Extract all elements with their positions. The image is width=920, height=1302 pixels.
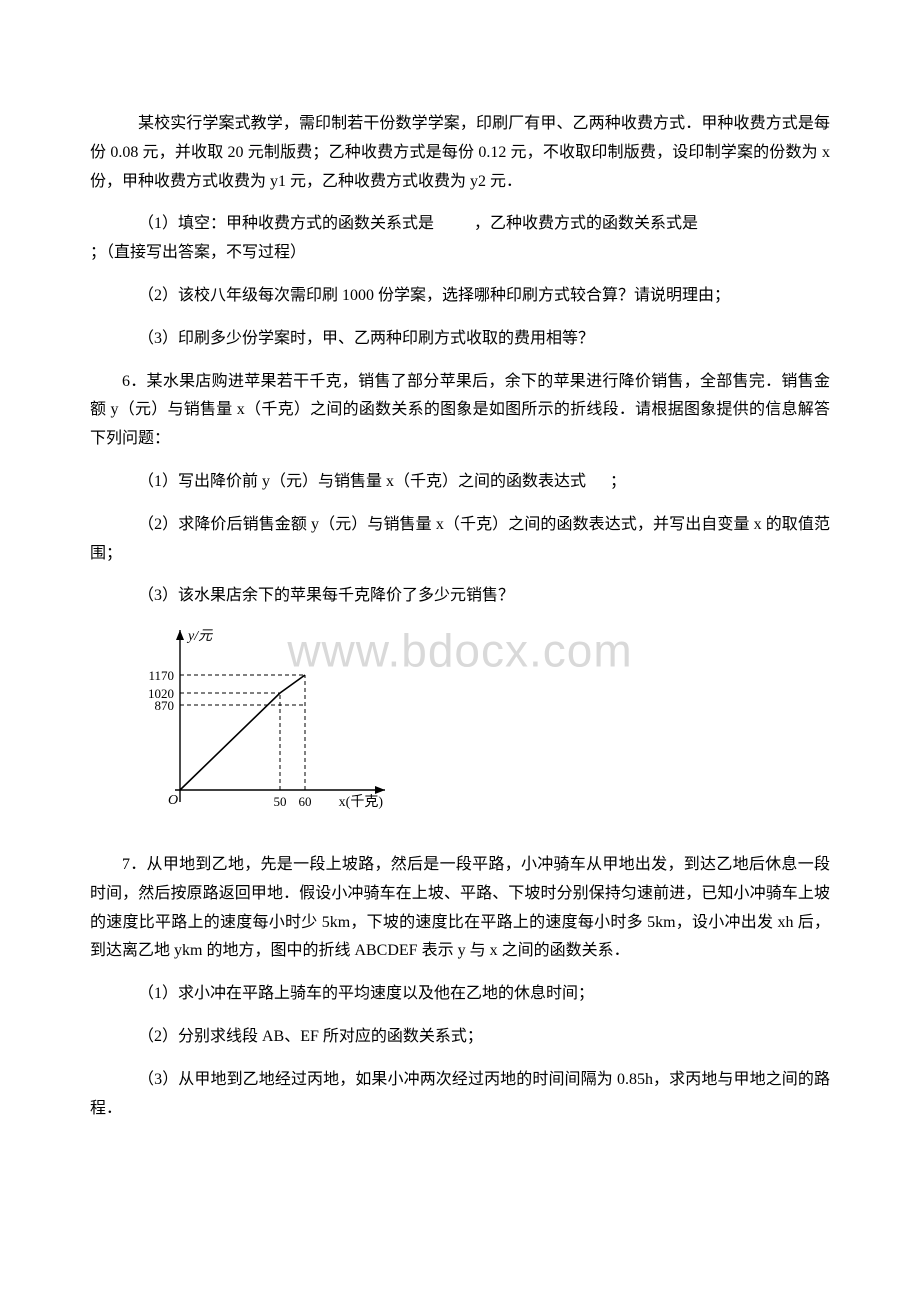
problem-7-q3: （3）从甲地到乙地经过丙地，如果小冲两次经过丙地的时间间隔为 0.85h，求丙地… bbox=[90, 1066, 830, 1124]
svg-text:50: 50 bbox=[274, 794, 287, 809]
problem-7-intro: 7．从甲地到乙地，先是一段上坡路，然后是一段平路，小冲骑车从甲地出发，到达乙地后… bbox=[90, 851, 830, 966]
svg-text:870: 870 bbox=[155, 698, 175, 713]
svg-text:O: O bbox=[168, 793, 178, 808]
svg-text:60: 60 bbox=[299, 794, 312, 809]
problem-5-intro: 某校实行学案式教学，需印制若干份数学学案，印刷厂有甲、乙两种收费方式．甲种收费方… bbox=[90, 110, 830, 196]
problem-6-q2: （2）求降价后销售金额 y（元）与销售量 x（千克）之间的函数表达式，并写出自变… bbox=[90, 511, 830, 569]
svg-text:x(千克): x(千克) bbox=[339, 794, 384, 810]
problem-7-q1: （1）求小冲在平路上骑车的平均速度以及他在乙地的休息时间； bbox=[90, 980, 830, 1009]
problem-5-q2: （2）该校八年级每次需印刷 1000 份学案，选择哪种印刷方式较合算？请说明理由… bbox=[90, 282, 830, 311]
svg-text:y/元: y/元 bbox=[186, 629, 213, 644]
problem-6-q1: （1）写出降价前 y（元）与销售量 x（千克）之间的函数表达式 ； bbox=[90, 468, 830, 497]
problem-6-intro: 6．某水果店购进苹果若干千克，销售了部分苹果后，余下的苹果进行降价销售，全部售完… bbox=[90, 368, 830, 454]
document-body: 某校实行学案式教学，需印制若干份数学学案，印刷厂有甲、乙两种收费方式．甲种收费方… bbox=[90, 110, 830, 1123]
problem-6-q3: （3）该水果店余下的苹果每千克降价了多少元销售？ bbox=[90, 582, 830, 611]
q61-text-a: （1）写出降价前 y（元）与销售量 x（千克）之间的函数表达式 bbox=[138, 473, 586, 490]
problem-7-q2: （2）分别求线段 AB、EF 所对应的函数关系式； bbox=[90, 1023, 830, 1052]
chart-figure: y/元x(千克)O117010208705060 bbox=[145, 625, 830, 831]
line-chart-svg: y/元x(千克)O117010208705060 bbox=[145, 625, 405, 820]
q1-text-c: ；（直接写出答案，不写过程） bbox=[90, 244, 306, 261]
q1-text-a: （1）填空：甲种收费方式的函数关系式是 bbox=[138, 215, 434, 232]
q61-text-b: ； bbox=[610, 473, 626, 490]
svg-text:1170: 1170 bbox=[148, 668, 174, 683]
q1-text-b: ，乙种收费方式的函数关系式是 bbox=[474, 215, 698, 232]
problem-5-q1: （1）填空：甲种收费方式的函数关系式是 ，乙种收费方式的函数关系式是 ；（直接写出答… bbox=[90, 210, 830, 268]
problem-5-q3: （3）印刷多少份学案时，甲、乙两种印刷方式收取的费用相等？ bbox=[90, 325, 830, 354]
